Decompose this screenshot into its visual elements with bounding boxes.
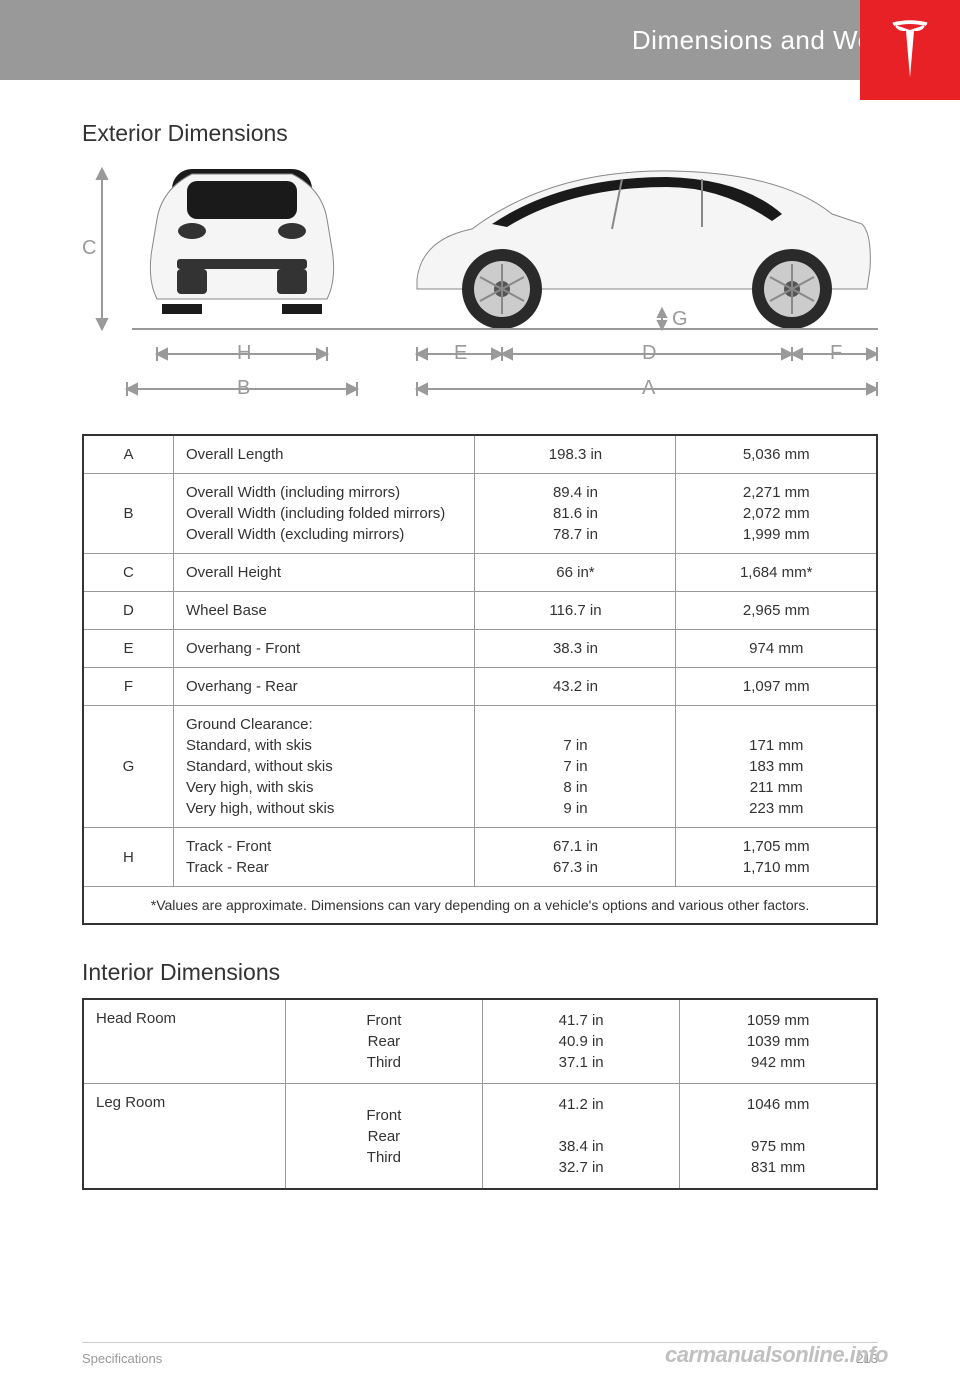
dim-label: Overall Height: [173, 554, 475, 592]
interior-dimensions-heading: Interior Dimensions: [82, 959, 878, 986]
dim-inches: 66 in*: [475, 554, 676, 592]
dim-letter: E: [83, 630, 173, 668]
interior-position: FrontRearThird: [285, 1084, 482, 1190]
car-dimensions-diagram: C H B E D: [82, 159, 878, 409]
page-header: Dimensions and Weights: [0, 0, 960, 80]
dim-mm: 1,097 mm: [676, 668, 877, 706]
dim-mm: 1,684 mm*: [676, 554, 877, 592]
dim-letter: D: [83, 592, 173, 630]
table-row: FOverhang - Rear43.2 in1,097 mm: [83, 668, 877, 706]
dim-label: Overhang - Front: [173, 630, 475, 668]
exterior-dimensions-table: AOverall Length198.3 in5,036 mmBOverall …: [82, 434, 878, 925]
dim-mm: 1,705 mm1,710 mm: [676, 828, 877, 887]
interior-label: Leg Room: [83, 1084, 285, 1190]
table-row: AOverall Length198.3 in5,036 mm: [83, 435, 877, 474]
dim-mm: 2,271 mm2,072 mm1,999 mm: [676, 474, 877, 554]
interior-position: FrontRearThird: [285, 999, 482, 1084]
interior-mm: 1046 mm 975 mm831 mm: [680, 1084, 877, 1190]
diagram-label-f: F: [830, 342, 842, 364]
dim-label: Wheel Base: [173, 592, 475, 630]
table-row: DWheel Base116.7 in2,965 mm: [83, 592, 877, 630]
table-row: Leg RoomFrontRearThird41.2 in 38.4 in32.…: [83, 1084, 877, 1190]
table-footnote: *Values are approximate. Dimensions can …: [83, 887, 877, 925]
diagram-label-g: G: [672, 308, 688, 330]
dim-inches: 38.3 in: [475, 630, 676, 668]
diagram-label-d: D: [642, 342, 656, 364]
dim-inches: 89.4 in81.6 in78.7 in: [475, 474, 676, 554]
footnote-text: *Values are approximate. Dimensions can …: [83, 887, 877, 925]
watermark: carmanualsonline.info: [665, 1342, 888, 1368]
diagram-label-c: C: [82, 237, 96, 259]
diagram-label-e: E: [454, 342, 467, 364]
diagram-label-b: B: [237, 377, 250, 399]
interior-inches: 41.2 in 38.4 in32.7 in: [483, 1084, 680, 1190]
table-row: BOverall Width (including mirrors)Overal…: [83, 474, 877, 554]
dim-inches: 7 in7 in8 in9 in: [475, 706, 676, 828]
dim-label: Ground Clearance:Standard, with skisStan…: [173, 706, 475, 828]
dim-label: Overall Length: [173, 435, 475, 474]
dim-mm: 171 mm183 mm211 mm223 mm: [676, 706, 877, 828]
exterior-dimensions-heading: Exterior Dimensions: [82, 120, 878, 147]
dim-letter: C: [83, 554, 173, 592]
dim-label: Track - FrontTrack - Rear: [173, 828, 475, 887]
table-row: EOverhang - Front38.3 in974 mm: [83, 630, 877, 668]
dim-letter: B: [83, 474, 173, 554]
interior-inches: 41.7 in40.9 in37.1 in: [483, 999, 680, 1084]
dim-mm: 5,036 mm: [676, 435, 877, 474]
dim-inches: 43.2 in: [475, 668, 676, 706]
dim-letter: G: [83, 706, 173, 828]
table-row: Head RoomFrontRearThird41.7 in40.9 in37.…: [83, 999, 877, 1084]
interior-label: Head Room: [83, 999, 285, 1084]
diagram-label-a: A: [642, 377, 656, 399]
dim-mm: 974 mm: [676, 630, 877, 668]
dim-letter: H: [83, 828, 173, 887]
dim-label: Overhang - Rear: [173, 668, 475, 706]
dim-label: Overall Width (including mirrors)Overall…: [173, 474, 475, 554]
table-row: COverall Height66 in*1,684 mm*: [83, 554, 877, 592]
table-row: HTrack - FrontTrack - Rear67.1 in67.3 in…: [83, 828, 877, 887]
dim-inches: 67.1 in67.3 in: [475, 828, 676, 887]
interior-mm: 1059 mm1039 mm942 mm: [680, 999, 877, 1084]
dim-inches: 116.7 in: [475, 592, 676, 630]
tesla-icon: [885, 20, 935, 80]
table-row: GGround Clearance:Standard, with skisSta…: [83, 706, 877, 828]
footer-section-label: Specifications: [82, 1351, 162, 1366]
dim-mm: 2,965 mm: [676, 592, 877, 630]
dim-letter: F: [83, 668, 173, 706]
page-content: Exterior Dimensions: [0, 80, 960, 1190]
dim-inches: 198.3 in: [475, 435, 676, 474]
interior-dimensions-table: Head RoomFrontRearThird41.7 in40.9 in37.…: [82, 998, 878, 1190]
dim-letter: A: [83, 435, 173, 474]
brand-logo: [860, 0, 960, 100]
diagram-label-h: H: [237, 342, 251, 364]
